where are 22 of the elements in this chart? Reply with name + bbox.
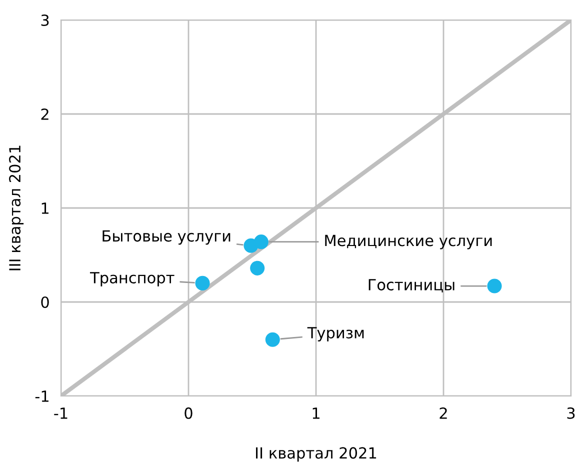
x-tick-label: 2: [440, 407, 447, 419]
annotation: Гостиницы: [368, 279, 454, 292]
x-tick-label: 3: [567, 407, 575, 419]
point: [250, 260, 265, 276]
point: [254, 234, 268, 250]
x-tick-label: -1: [54, 408, 68, 419]
x-tick-label: 0: [184, 407, 192, 419]
point: [195, 276, 210, 290]
point: [265, 332, 280, 347]
annotation: Медицинские услуги: [325, 234, 492, 250]
annotation: Туризм: [307, 327, 364, 342]
x-tick-label: 1: [312, 408, 320, 419]
y-tick-label: 2: [41, 108, 48, 120]
y-tick-label: 0: [41, 296, 49, 308]
y-axis-title: III квартал 2021: [9, 146, 24, 270]
point: [487, 278, 502, 294]
annotation: Транспорт: [90, 272, 174, 286]
y-tick-label: 3: [41, 14, 49, 26]
y-tick-label: -1: [35, 390, 48, 402]
y-tick-label: 1: [42, 202, 48, 214]
annotation: Бытовые услуги: [102, 230, 230, 245]
x-axis-title: II квартал 2021: [256, 447, 376, 462]
